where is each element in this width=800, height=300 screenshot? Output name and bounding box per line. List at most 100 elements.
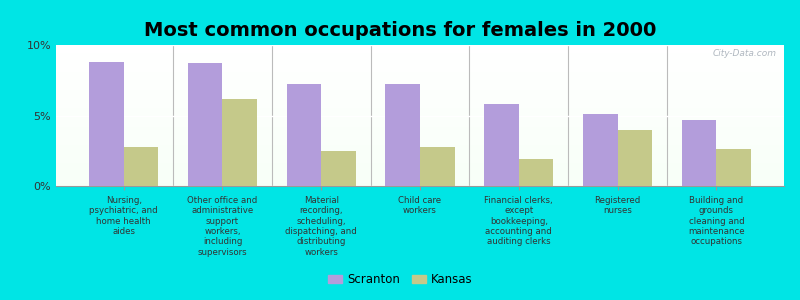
Bar	[56, 114, 784, 116]
Bar	[56, 80, 784, 82]
Bar	[124, 146, 158, 186]
Bar	[56, 132, 784, 134]
Bar	[56, 140, 784, 141]
Bar	[56, 70, 784, 72]
Bar	[386, 85, 420, 186]
Bar	[56, 120, 784, 121]
Bar	[56, 154, 784, 155]
Bar	[583, 114, 618, 186]
Bar	[56, 117, 784, 118]
Bar	[56, 48, 784, 49]
Bar	[56, 146, 784, 148]
Bar	[286, 85, 322, 186]
Bar	[56, 158, 784, 159]
Bar	[56, 138, 784, 140]
Bar	[56, 165, 784, 166]
Bar	[56, 89, 784, 90]
Bar	[56, 58, 784, 59]
Text: City-Data.com: City-Data.com	[713, 49, 777, 58]
Bar	[56, 168, 784, 169]
Bar	[56, 155, 784, 156]
Bar	[56, 137, 784, 138]
Bar	[618, 130, 652, 186]
Bar	[420, 146, 454, 186]
Bar	[56, 59, 784, 61]
Bar	[56, 151, 784, 152]
Bar	[56, 63, 784, 65]
Bar	[56, 62, 784, 63]
Bar	[56, 61, 784, 62]
Bar	[56, 96, 784, 97]
Bar	[56, 182, 784, 183]
Bar	[56, 69, 784, 70]
Legend: Scranton, Kansas: Scranton, Kansas	[323, 269, 477, 291]
Bar	[56, 121, 784, 122]
Bar	[56, 77, 784, 79]
Bar	[56, 85, 784, 86]
Bar	[56, 65, 784, 66]
Bar	[56, 99, 784, 100]
Bar	[56, 101, 784, 103]
Bar	[56, 145, 784, 146]
Bar	[56, 180, 784, 182]
Bar	[56, 141, 784, 142]
Bar	[56, 46, 784, 48]
Bar	[56, 160, 784, 162]
Bar	[56, 104, 784, 106]
Bar	[56, 93, 784, 94]
Bar	[56, 125, 784, 127]
Bar	[56, 148, 784, 149]
Bar	[56, 170, 784, 172]
Bar	[56, 149, 784, 151]
Bar	[56, 135, 784, 136]
Bar	[222, 99, 257, 186]
Bar	[56, 122, 784, 124]
Bar	[56, 175, 784, 176]
Bar	[56, 45, 784, 46]
Bar	[56, 83, 784, 85]
Bar	[56, 156, 784, 158]
Bar	[56, 113, 784, 114]
Bar	[89, 62, 124, 186]
Bar	[56, 164, 784, 165]
Bar	[56, 56, 784, 58]
Bar	[56, 108, 784, 110]
Bar	[56, 173, 784, 175]
Bar	[56, 66, 784, 68]
Bar	[56, 72, 784, 73]
Bar	[56, 82, 784, 83]
Bar	[56, 68, 784, 69]
Bar	[56, 94, 784, 96]
Bar	[56, 116, 784, 117]
Bar	[56, 86, 784, 87]
Bar	[56, 100, 784, 101]
Bar	[56, 152, 784, 154]
Bar	[56, 176, 784, 178]
Bar	[56, 183, 784, 184]
Bar	[188, 63, 222, 186]
Bar	[56, 111, 784, 113]
Bar	[56, 128, 784, 130]
Bar	[56, 131, 784, 132]
Bar	[56, 52, 784, 53]
Bar	[56, 51, 784, 52]
Bar	[322, 151, 356, 186]
Bar	[518, 159, 554, 186]
Bar	[56, 142, 784, 144]
Bar	[484, 104, 518, 186]
Bar	[56, 159, 784, 160]
Bar	[56, 107, 784, 108]
Bar	[56, 103, 784, 104]
Bar	[56, 130, 784, 131]
Bar	[56, 75, 784, 76]
Bar	[56, 124, 784, 125]
Bar	[56, 110, 784, 111]
Bar	[56, 162, 784, 164]
Bar	[56, 166, 784, 168]
Bar	[56, 76, 784, 77]
Bar	[56, 184, 784, 186]
Bar	[56, 106, 784, 107]
Bar	[56, 169, 784, 170]
Bar	[716, 149, 751, 186]
Bar	[56, 87, 784, 89]
